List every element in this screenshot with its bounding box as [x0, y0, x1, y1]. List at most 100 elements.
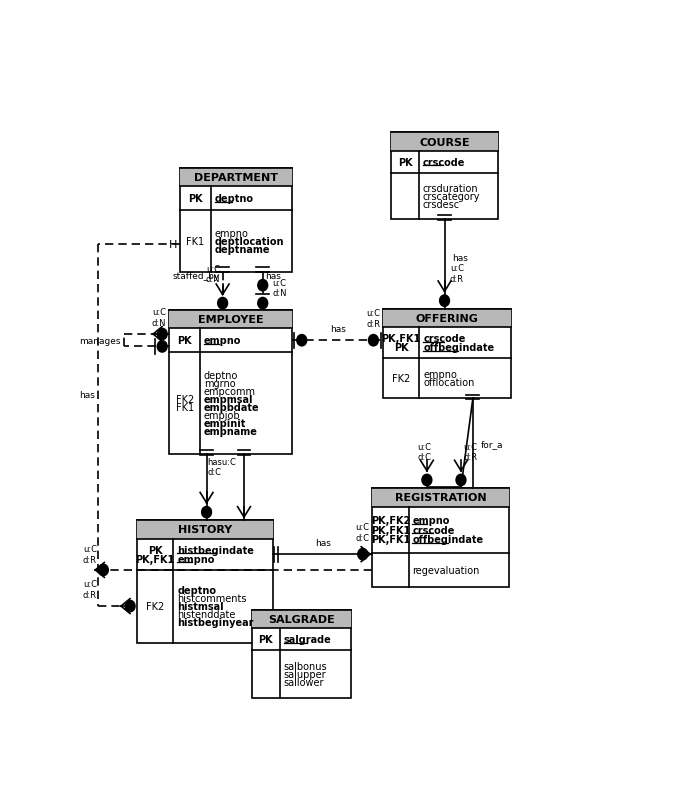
Text: histbegindate: histbegindate	[177, 545, 254, 555]
Circle shape	[422, 475, 432, 486]
Bar	[169, 310, 292, 329]
Bar	[252, 610, 351, 629]
Text: salbonus: salbonus	[284, 661, 327, 671]
Text: u:C
d:C: u:C d:C	[417, 443, 431, 462]
Text: u:C
d:R: u:C d:R	[450, 264, 464, 283]
Bar	[137, 520, 273, 539]
Text: crscode: crscode	[413, 525, 455, 535]
Text: for_a: for_a	[481, 439, 504, 448]
Text: FK2: FK2	[175, 394, 194, 404]
Text: empno: empno	[177, 554, 215, 564]
Bar	[169, 310, 292, 455]
Text: histenddate: histenddate	[177, 610, 235, 619]
Text: DEPARTMENT: DEPARTMENT	[194, 172, 278, 183]
Text: hasu:C
d:C: hasu:C d:C	[208, 457, 237, 477]
Bar	[391, 133, 498, 152]
Text: OFFERING: OFFERING	[416, 314, 479, 323]
Text: empcomm: empcomm	[204, 387, 256, 396]
Circle shape	[218, 298, 228, 310]
Bar	[383, 310, 511, 328]
Text: offbegindate: offbegindate	[413, 534, 484, 545]
Circle shape	[126, 601, 135, 612]
Text: u:C
d:R: u:C d:R	[83, 545, 97, 564]
Text: PK,FK1: PK,FK1	[136, 554, 175, 564]
Circle shape	[157, 342, 167, 353]
Text: PK: PK	[188, 194, 203, 204]
Circle shape	[201, 507, 211, 518]
Text: crscode: crscode	[423, 334, 466, 343]
Text: empno: empno	[215, 229, 248, 238]
Text: staffed_by: staffed_by	[172, 271, 220, 281]
Text: PK,FK1: PK,FK1	[382, 334, 421, 343]
Circle shape	[440, 296, 449, 307]
Text: has: has	[330, 324, 346, 334]
Text: has: has	[79, 390, 95, 399]
Circle shape	[258, 280, 268, 291]
Bar	[252, 610, 351, 699]
Circle shape	[456, 475, 466, 486]
Text: crsdesc: crsdesc	[422, 200, 460, 209]
Text: PK,FK1: PK,FK1	[371, 525, 410, 535]
Text: empinit: empinit	[204, 419, 246, 428]
Bar	[383, 310, 511, 399]
Text: has: has	[266, 271, 282, 281]
Text: H: H	[169, 240, 177, 249]
Text: histbeginyear: histbeginyear	[177, 618, 254, 627]
Text: empbdate: empbdate	[204, 403, 259, 412]
Text: u:C
d:C: u:C d:C	[355, 523, 370, 542]
Text: FK2: FK2	[392, 374, 411, 384]
Text: FK1: FK1	[175, 403, 194, 413]
Text: SALGRADE: SALGRADE	[268, 614, 335, 624]
Text: histmsal: histmsal	[177, 602, 224, 611]
Text: u:C
d:R: u:C d:R	[366, 309, 380, 329]
Bar	[180, 168, 292, 187]
Text: salgrade: salgrade	[284, 634, 331, 644]
Circle shape	[99, 565, 108, 576]
Text: salupper: salupper	[284, 669, 326, 679]
Text: empno: empno	[204, 336, 241, 346]
Text: PK: PK	[259, 634, 273, 644]
Text: HISTORY: HISTORY	[178, 525, 233, 535]
Bar	[373, 488, 509, 507]
Text: histcomments: histcomments	[177, 593, 246, 603]
Text: REGISTRATION: REGISTRATION	[395, 492, 486, 503]
Text: regevaluation: regevaluation	[413, 565, 480, 575]
Text: sallower: sallower	[284, 678, 324, 687]
Bar	[137, 520, 273, 642]
Bar	[391, 133, 498, 220]
Text: manages: manages	[79, 336, 121, 346]
Bar	[373, 488, 509, 587]
Text: mgrno: mgrno	[204, 379, 235, 388]
Text: u:C
d:N: u:C d:N	[206, 265, 220, 284]
Circle shape	[358, 549, 368, 560]
Text: PK: PK	[397, 158, 412, 168]
Text: offlocation: offlocation	[423, 378, 475, 388]
Text: PK,FK2: PK,FK2	[371, 516, 410, 526]
Circle shape	[157, 329, 167, 340]
Text: EMPLOYEE: EMPLOYEE	[198, 315, 264, 325]
Text: deptlocation: deptlocation	[215, 237, 284, 246]
Text: PK,FK1: PK,FK1	[371, 534, 410, 545]
Text: u:C
d:N: u:C d:N	[152, 308, 166, 327]
Text: offbegindate: offbegindate	[423, 343, 494, 353]
Text: u:C
d:R: u:C d:R	[464, 443, 477, 462]
Text: u:C
d:R: u:C d:R	[83, 580, 97, 599]
Text: empmsal: empmsal	[204, 395, 253, 404]
Text: empno: empno	[423, 370, 457, 379]
Bar	[180, 168, 292, 272]
Text: crscategory: crscategory	[422, 192, 480, 201]
Text: deptno: deptno	[177, 585, 216, 595]
Circle shape	[368, 335, 378, 346]
Text: u:C
d:N: u:C d:N	[273, 278, 287, 298]
Text: deptname: deptname	[215, 245, 270, 254]
Text: crscode: crscode	[422, 158, 465, 168]
Text: deptno: deptno	[204, 371, 238, 380]
Text: empname: empname	[204, 427, 258, 436]
Text: FK1: FK1	[186, 237, 204, 246]
Circle shape	[297, 335, 306, 346]
Text: PK: PK	[148, 545, 163, 555]
Text: COURSE: COURSE	[420, 138, 470, 148]
Text: PK: PK	[177, 336, 192, 346]
Text: PK: PK	[394, 343, 408, 353]
Text: empjob: empjob	[204, 411, 241, 420]
